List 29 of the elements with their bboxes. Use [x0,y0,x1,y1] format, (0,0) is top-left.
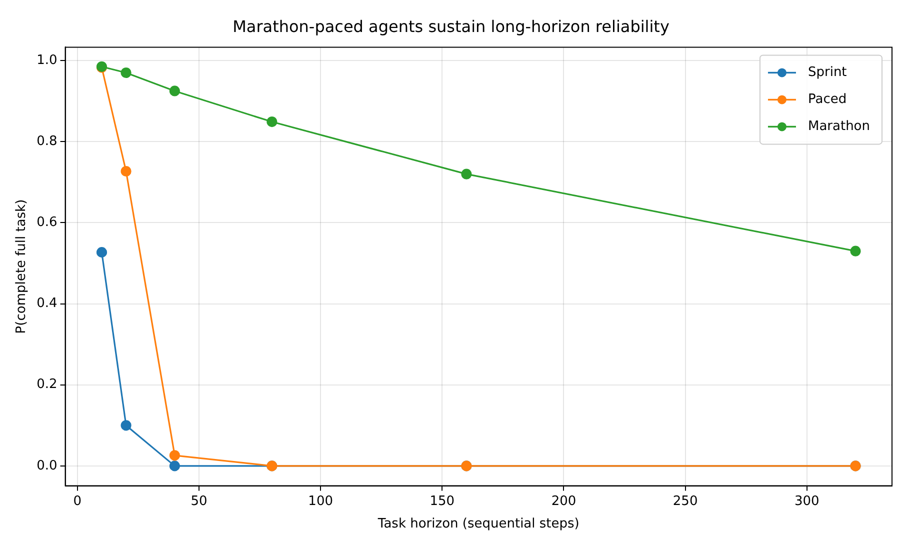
x-axis-title: Task horizon (sequential steps) [376,516,580,532]
point [850,246,861,256]
x-tick-label: 300 [794,494,820,509]
point [120,67,132,78]
y-tick-label: 0.6 [36,215,58,230]
point [120,166,132,177]
point [169,460,180,472]
y-tick-label: 0.0 [36,458,58,474]
legend-label: Paced [808,92,847,108]
point [266,116,278,128]
chart-title: Marathon-paced agents sustain long-horizon reliability [232,16,670,36]
legend-label: Sprint [808,65,847,80]
x-tick-label: 200 [551,494,576,509]
point [461,168,472,180]
x-tick-label: 250 [672,494,698,509]
x-tick-label: 0 [73,494,82,509]
point [169,450,180,461]
y-tick-label: 1.0 [36,52,58,68]
point [120,420,132,431]
point [96,247,108,258]
legend-label: Marathon [808,119,870,134]
y-tick-label: 0.2 [36,377,58,392]
point [169,86,180,96]
x-tick-label: 50 [190,494,208,509]
x-tick-label: 100 [308,494,333,509]
y-axis-title: P(complete full task) [14,199,30,334]
y-tick-label: 0.4 [36,296,58,312]
x-tick-label: 150 [430,494,455,509]
y-tick-label: 0.8 [36,134,58,150]
